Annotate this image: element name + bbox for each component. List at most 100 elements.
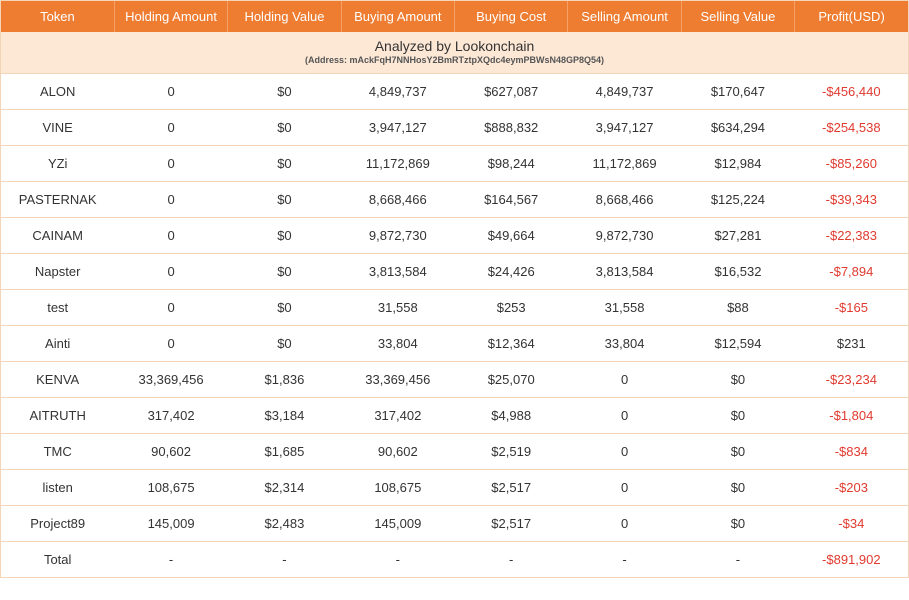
- value-cell: $125,224: [681, 182, 794, 218]
- column-header: Buying Amount: [341, 1, 454, 32]
- value-cell: 9,872,730: [568, 218, 681, 254]
- profit-cell: -$22,383: [795, 218, 908, 254]
- value-cell: 0: [568, 362, 681, 398]
- column-header: Token: [1, 1, 114, 32]
- table-row: ALON0$04,849,737$627,0874,849,737$170,64…: [1, 74, 908, 110]
- value-cell: $2,483: [228, 506, 341, 542]
- profit-cell: -$23,234: [795, 362, 908, 398]
- value-cell: 33,369,456: [114, 362, 227, 398]
- value-cell: $2,314: [228, 470, 341, 506]
- value-cell: 11,172,869: [341, 146, 454, 182]
- profit-cell: -$456,440: [795, 74, 908, 110]
- token-cell: KENVA: [1, 362, 114, 398]
- token-cell: CAINAM: [1, 218, 114, 254]
- value-cell: 0: [114, 218, 227, 254]
- table-row: Napster0$03,813,584$24,4263,813,584$16,5…: [1, 254, 908, 290]
- profit-cell: -$7,894: [795, 254, 908, 290]
- total-profit: -$891,902: [795, 542, 908, 578]
- value-cell: $24,426: [455, 254, 568, 290]
- table-row: TMC90,602$1,68590,602$2,5190$0-$834: [1, 434, 908, 470]
- profit-cell: -$165: [795, 290, 908, 326]
- profit-cell: -$85,260: [795, 146, 908, 182]
- value-cell: $0: [228, 74, 341, 110]
- value-cell: $0: [228, 254, 341, 290]
- token-cell: listen: [1, 470, 114, 506]
- value-cell: 0: [114, 290, 227, 326]
- value-cell: 0: [114, 326, 227, 362]
- value-cell: $0: [681, 362, 794, 398]
- value-cell: $0: [681, 434, 794, 470]
- total-dash: -: [228, 542, 341, 578]
- analysis-banner: Analyzed by Lookonchain (Address: mAckFq…: [1, 32, 908, 74]
- value-cell: $0: [228, 218, 341, 254]
- value-cell: 0: [114, 146, 227, 182]
- value-cell: $4,988: [455, 398, 568, 434]
- column-header: Holding Amount: [114, 1, 227, 32]
- value-cell: $0: [681, 506, 794, 542]
- value-cell: 11,172,869: [568, 146, 681, 182]
- value-cell: 33,369,456: [341, 362, 454, 398]
- token-table-container: TokenHolding AmountHolding ValueBuying A…: [0, 0, 909, 578]
- value-cell: $888,832: [455, 110, 568, 146]
- value-cell: 4,849,737: [568, 74, 681, 110]
- column-header: Holding Value: [228, 1, 341, 32]
- column-header: Profit(USD): [795, 1, 908, 32]
- profit-cell: -$34: [795, 506, 908, 542]
- value-cell: $634,294: [681, 110, 794, 146]
- value-cell: $0: [228, 182, 341, 218]
- table-row: test0$031,558$25331,558$88-$165: [1, 290, 908, 326]
- value-cell: 9,872,730: [341, 218, 454, 254]
- value-cell: $0: [228, 326, 341, 362]
- total-dash: -: [341, 542, 454, 578]
- value-cell: $253: [455, 290, 568, 326]
- token-table: TokenHolding AmountHolding ValueBuying A…: [1, 1, 908, 577]
- value-cell: 317,402: [114, 398, 227, 434]
- value-cell: $12,594: [681, 326, 794, 362]
- value-cell: $88: [681, 290, 794, 326]
- value-cell: 145,009: [114, 506, 227, 542]
- table-row: VINE0$03,947,127$888,8323,947,127$634,29…: [1, 110, 908, 146]
- token-cell: PASTERNAK: [1, 182, 114, 218]
- value-cell: $2,517: [455, 506, 568, 542]
- value-cell: 0: [114, 254, 227, 290]
- table-row: AITRUTH317,402$3,184317,402$4,9880$0-$1,…: [1, 398, 908, 434]
- value-cell: $98,244: [455, 146, 568, 182]
- token-cell: Napster: [1, 254, 114, 290]
- table-body: Analyzed by Lookonchain (Address: mAckFq…: [1, 32, 908, 577]
- value-cell: 3,947,127: [568, 110, 681, 146]
- value-cell: 31,558: [341, 290, 454, 326]
- token-cell: VINE: [1, 110, 114, 146]
- value-cell: 8,668,466: [341, 182, 454, 218]
- value-cell: $170,647: [681, 74, 794, 110]
- value-cell: 145,009: [341, 506, 454, 542]
- table-row: PASTERNAK0$08,668,466$164,5678,668,466$1…: [1, 182, 908, 218]
- value-cell: $25,070: [455, 362, 568, 398]
- value-cell: 3,947,127: [341, 110, 454, 146]
- value-cell: 0: [568, 434, 681, 470]
- token-cell: YZi: [1, 146, 114, 182]
- total-label: Total: [1, 542, 114, 578]
- value-cell: $27,281: [681, 218, 794, 254]
- profit-cell: -$834: [795, 434, 908, 470]
- profit-cell: $231: [795, 326, 908, 362]
- token-cell: Project89: [1, 506, 114, 542]
- value-cell: $0: [681, 398, 794, 434]
- value-cell: 33,804: [341, 326, 454, 362]
- value-cell: 90,602: [341, 434, 454, 470]
- token-cell: AITRUTH: [1, 398, 114, 434]
- value-cell: 4,849,737: [341, 74, 454, 110]
- value-cell: $0: [681, 470, 794, 506]
- value-cell: $1,685: [228, 434, 341, 470]
- value-cell: 0: [568, 470, 681, 506]
- table-row: listen108,675$2,314108,675$2,5170$0-$203: [1, 470, 908, 506]
- value-cell: $627,087: [455, 74, 568, 110]
- total-dash: -: [681, 542, 794, 578]
- value-cell: 3,813,584: [568, 254, 681, 290]
- token-cell: TMC: [1, 434, 114, 470]
- table-row: Ainti0$033,804$12,36433,804$12,594$231: [1, 326, 908, 362]
- value-cell: $16,532: [681, 254, 794, 290]
- value-cell: $0: [228, 290, 341, 326]
- value-cell: 8,668,466: [568, 182, 681, 218]
- total-dash: -: [568, 542, 681, 578]
- value-cell: 31,558: [568, 290, 681, 326]
